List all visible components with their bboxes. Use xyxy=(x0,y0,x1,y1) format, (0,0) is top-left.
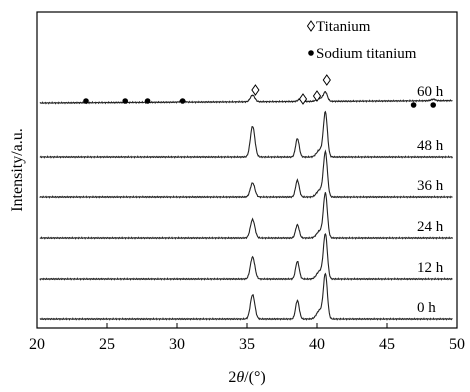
x-tick-label: 25 xyxy=(99,336,115,353)
trace-label-60-h: 60 h xyxy=(417,84,444,100)
trace-label-48-h: 48 h xyxy=(417,138,444,154)
legend-titanium-marker xyxy=(306,20,316,32)
trace-label-24-h: 24 h xyxy=(417,219,444,235)
trace-12-h xyxy=(39,232,453,281)
sodium-titanium-marker xyxy=(83,98,89,104)
x-tick-label: 50 xyxy=(449,336,465,353)
sodium-titanium-marker xyxy=(179,98,186,104)
trace-24-h xyxy=(39,192,453,240)
trace-label-12-h: 12 h xyxy=(417,260,444,276)
legend-label-1: Titanium xyxy=(316,19,371,35)
legend-sodium-titanium-marker xyxy=(308,50,314,56)
trace-60-h xyxy=(39,90,453,105)
y-axis-label: Intensity/a.u. xyxy=(9,128,26,212)
x-tick-label: 35 xyxy=(239,336,255,353)
trace-48-h xyxy=(39,110,453,159)
x-tick-label: 20 xyxy=(29,336,45,353)
sodium-titanium-marker xyxy=(410,102,417,108)
x-tick-label: 40 xyxy=(309,336,325,353)
titanium-marker xyxy=(322,74,331,86)
legend-label-2: Sodium titanium xyxy=(316,46,417,62)
trace-label-36-h: 36 h xyxy=(417,178,444,194)
sodium-titanium-marker xyxy=(144,98,151,104)
titanium-marker xyxy=(298,93,308,105)
trace-label-0-h: 0 h xyxy=(417,300,436,316)
sodium-titanium-marker xyxy=(430,102,437,108)
x-axis-label: 2θ/(°) xyxy=(228,369,265,386)
sodium-titanium-marker xyxy=(122,98,128,104)
titanium-marker xyxy=(251,84,260,96)
titanium-marker xyxy=(312,90,322,102)
x-tick-label: 30 xyxy=(169,336,185,353)
x-tick-label: 45 xyxy=(379,336,395,353)
trace-0-h xyxy=(39,272,453,321)
trace-36-h xyxy=(39,149,453,199)
